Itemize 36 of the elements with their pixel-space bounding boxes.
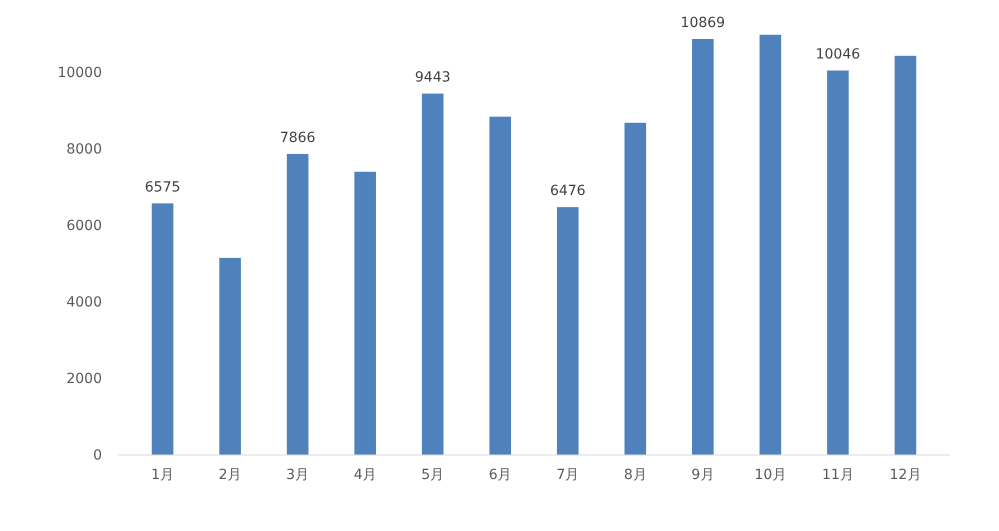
data-label: 6575: [144, 179, 180, 196]
y-tick-label: 8000: [66, 141, 102, 158]
x-tick-label: 6月: [488, 466, 512, 483]
x-tick-label: 10月: [754, 466, 786, 483]
data-label: 10046: [816, 46, 860, 63]
bar: [692, 39, 714, 455]
bar: [489, 116, 512, 455]
x-tick-label: 1月: [151, 466, 174, 483]
data-label: 6476: [550, 183, 586, 200]
data-label: 9443: [414, 70, 451, 86]
x-tick-label: 12月: [890, 466, 922, 483]
bar: [219, 258, 241, 455]
x-tick-label: 9月: [691, 466, 714, 483]
x-tick-label: 5月: [421, 466, 444, 483]
x-tick-label: 4月: [354, 466, 377, 483]
bar: [827, 70, 849, 455]
x-tick-label: 11月: [822, 466, 854, 483]
bar: [624, 122, 646, 455]
y-tick-label: 6000: [66, 218, 102, 234]
bar: [556, 207, 579, 455]
bar: [286, 154, 308, 455]
bar: [760, 34, 782, 455]
y-tick-label: 0: [93, 447, 102, 464]
x-tick-label: 2月: [218, 466, 242, 483]
y-tick-label: 2000: [66, 370, 102, 387]
y-tick-label: 4000: [66, 294, 102, 310]
bar: [152, 203, 174, 455]
bar: [354, 172, 376, 455]
x-tick-label: 7月: [556, 466, 580, 483]
bar: [422, 94, 444, 455]
data-label: 7866: [280, 130, 316, 146]
bar: [894, 56, 916, 455]
x-tick-label: 3月: [286, 466, 310, 483]
data-label: 10869: [680, 15, 726, 32]
y-tick-label: 10000: [57, 64, 102, 81]
x-tick-label: 8月: [624, 466, 647, 483]
